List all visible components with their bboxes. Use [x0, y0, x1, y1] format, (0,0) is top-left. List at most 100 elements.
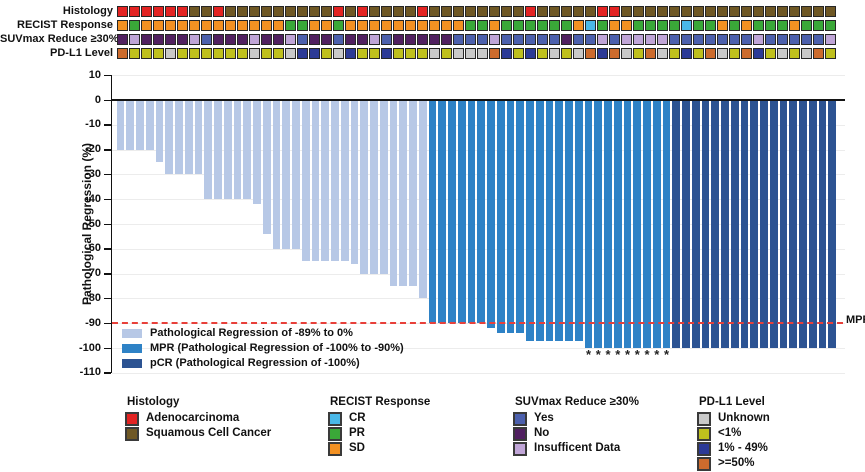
- bar: [457, 101, 466, 324]
- track-cell: [633, 34, 644, 45]
- bar: [155, 101, 164, 162]
- track-cell: [153, 48, 164, 59]
- track-cell: [165, 48, 176, 59]
- track-cell: [369, 48, 380, 59]
- bottom-legend-label: 1% - 49%: [718, 442, 768, 454]
- track-cell: [117, 34, 128, 45]
- y-tick-label: -50: [85, 217, 101, 230]
- y-tick-mark: [104, 124, 111, 126]
- bottom-legend-swatch: [125, 412, 139, 426]
- chart-legend-label-pcr: pCR (Pathological Regression of -100%): [150, 357, 360, 369]
- bottom-legend-swatch: [513, 427, 527, 441]
- track-cell: [813, 34, 824, 45]
- track-cell: [189, 48, 200, 59]
- track-cell: [681, 48, 692, 59]
- track-cell: [585, 6, 596, 17]
- track-cell: [753, 6, 764, 17]
- track-cell: [333, 20, 344, 31]
- track-cell: [465, 6, 476, 17]
- y-tick-mark: [104, 173, 111, 176]
- track-cell: [801, 48, 812, 59]
- track-cell: [573, 34, 584, 45]
- bottom-legend-title: RECIST Response: [330, 396, 431, 408]
- bottom-legend-label: Insufficent Data: [534, 442, 621, 454]
- track-cell: [645, 48, 656, 59]
- track-cell: [405, 6, 416, 17]
- y-tick-mark: [104, 99, 111, 101]
- track-cell: [369, 20, 380, 31]
- bar: [808, 101, 817, 348]
- track-cell: [657, 20, 668, 31]
- bar: [565, 101, 573, 341]
- track-cell: [561, 6, 572, 17]
- bar: [243, 101, 252, 200]
- bottom-legend-title: PD-L1 Level: [699, 396, 765, 408]
- bar: [126, 101, 135, 150]
- track-cell: [261, 34, 272, 45]
- track-cell: [753, 48, 764, 59]
- track-cell: [345, 34, 356, 45]
- track-cell: [729, 6, 740, 17]
- gridline: [112, 348, 845, 349]
- track-cell: [141, 48, 152, 59]
- track-cell: [741, 34, 752, 45]
- track-cell: [225, 6, 236, 17]
- track-cell: [621, 20, 632, 31]
- track-cell: [417, 6, 428, 17]
- track-cell: [417, 34, 428, 45]
- track-cell: [165, 20, 176, 31]
- track-cell: [645, 6, 656, 17]
- track-cell: [525, 20, 536, 31]
- bottom-legend-label: Yes: [534, 412, 554, 424]
- track-cell: [297, 48, 308, 59]
- significance-asterisk: *: [615, 347, 621, 362]
- track-cell: [285, 34, 296, 45]
- track-cell: [789, 20, 800, 31]
- bottom-legend-label: SD: [349, 442, 365, 454]
- bottom-legend-label: Unknown: [718, 412, 770, 424]
- bar: [116, 101, 125, 150]
- bottom-legend-label: <1%: [718, 427, 742, 439]
- track-cell: [321, 34, 332, 45]
- bar: [799, 101, 807, 348]
- significance-asterisk: *: [663, 347, 670, 362]
- track-cell: [237, 6, 248, 17]
- track-cell: [429, 6, 440, 17]
- bar: [584, 101, 593, 348]
- bottom-legend-swatch: [328, 427, 342, 441]
- bar: [760, 101, 768, 348]
- bar: [194, 101, 203, 175]
- track-cell: [381, 34, 392, 45]
- track-cell: [141, 34, 152, 45]
- bar: [184, 101, 193, 175]
- track-cell: [405, 48, 416, 59]
- track-cell: [741, 6, 752, 17]
- track-cell: [681, 20, 692, 31]
- track-cell: [525, 34, 536, 45]
- track-cell: [621, 48, 632, 59]
- bar: [613, 101, 622, 348]
- significance-asterisk: *: [585, 347, 592, 362]
- track-label: PD-L1 Level: [50, 47, 113, 59]
- bar: [214, 101, 222, 200]
- track-cell: [177, 48, 188, 59]
- y-tick-mark: [104, 198, 111, 201]
- y-tick-label: -100: [78, 341, 101, 354]
- track-cell: [597, 34, 608, 45]
- track-cell: [297, 20, 308, 31]
- track-cell: [765, 20, 776, 31]
- bar: [467, 101, 476, 324]
- track-cell: [573, 48, 584, 59]
- chart-legend-swatch-pcr: [122, 359, 142, 368]
- bar: [789, 101, 798, 348]
- track-cell: [141, 6, 152, 17]
- bottom-legend-label: CR: [349, 412, 366, 424]
- bar: [535, 101, 544, 341]
- bottom-legend-swatch: [328, 412, 342, 426]
- bar: [623, 101, 632, 348]
- track-cell: [609, 34, 620, 45]
- track-cell: [753, 20, 764, 31]
- track-cell: [237, 34, 248, 45]
- track-cell: [189, 34, 200, 45]
- bar: [311, 101, 320, 262]
